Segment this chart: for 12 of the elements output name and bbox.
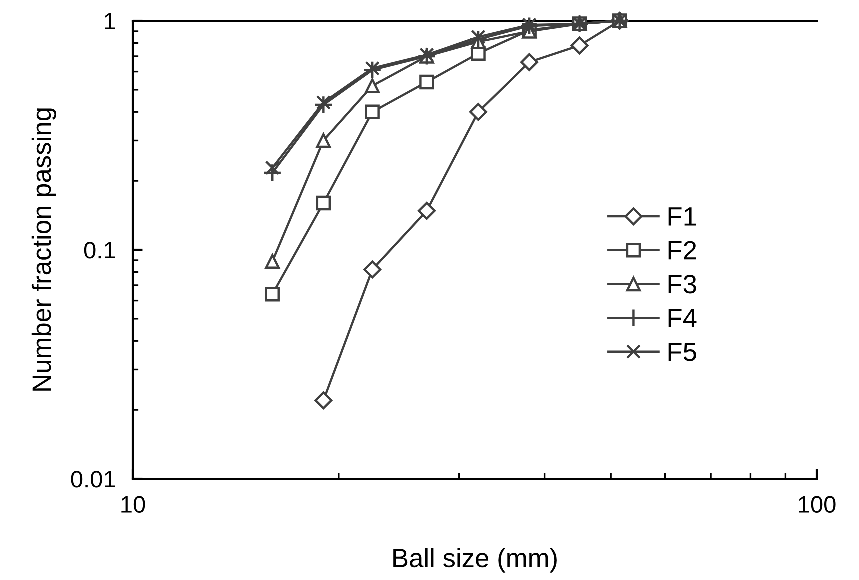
- y-axis-title: Number fraction passing: [32, 108, 56, 391]
- y-tick-label: 1: [105, 13, 116, 30]
- y-tick-label: 0.1: [84, 242, 116, 259]
- legend-label: F3: [668, 275, 696, 294]
- legend-label: F2: [668, 241, 696, 260]
- legend-label: F4: [668, 309, 697, 328]
- legend-label: F1: [668, 208, 696, 226]
- x-tick-label: 10: [122, 496, 146, 514]
- x-tick-label: 100: [799, 496, 836, 514]
- y-tick-label: 0.01: [71, 471, 116, 488]
- x-axis-title: Ball size (mm): [394, 548, 557, 573]
- legend-label: F5: [668, 342, 696, 362]
